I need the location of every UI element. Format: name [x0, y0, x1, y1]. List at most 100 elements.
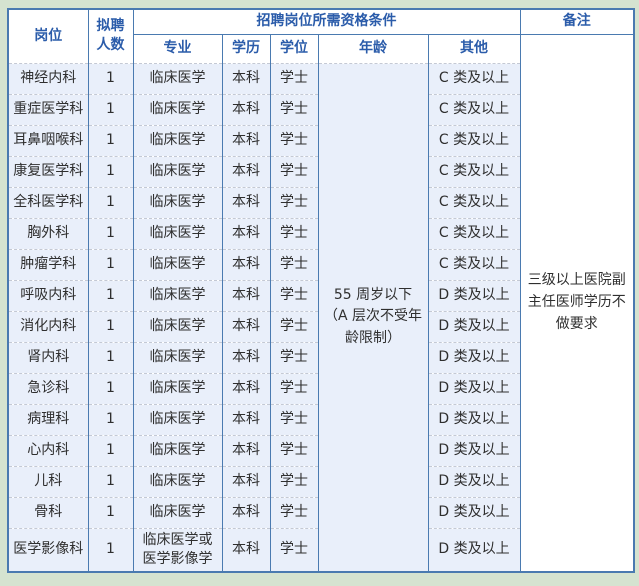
other-requirement-cell: C 类及以上	[427, 62, 521, 94]
table-row: 医学影像科 1 临床医学或医学影像学 本科 学士 D 类及以上	[7, 527, 634, 572]
major-cell: 临床医学	[132, 62, 223, 94]
table-row: 肾内科 1 临床医学 本科 学士 D 类及以上	[7, 341, 634, 373]
other-requirement-cell: C 类及以上	[427, 124, 521, 156]
major-cell: 临床医学	[132, 310, 223, 342]
other-requirement-cell: D 类及以上	[427, 465, 521, 497]
other-requirement-cell: D 类及以上	[427, 434, 521, 466]
headcount-cell: 1	[87, 310, 134, 342]
other-requirement-cell: D 类及以上	[427, 279, 521, 311]
other-requirement-cell: C 类及以上	[427, 93, 521, 125]
table-row: 呼吸内科 1 临床医学 本科 学士 D 类及以上	[7, 279, 634, 311]
major-cell: 临床医学	[132, 279, 223, 311]
other-requirement-cell: D 类及以上	[427, 310, 521, 342]
position-cell: 重症医学科	[7, 93, 89, 125]
degree-cell: 学士	[269, 434, 319, 466]
degree-cell: 学士	[269, 527, 319, 572]
education-cell: 本科	[221, 372, 271, 404]
degree-cell: 学士	[269, 217, 319, 249]
other-requirement-cell: D 类及以上	[427, 403, 521, 435]
headcount-cell: 1	[87, 217, 134, 249]
education-cell: 本科	[221, 155, 271, 187]
position-cell: 医学影像科	[7, 527, 89, 572]
col-header-position: 岗位	[7, 9, 89, 63]
major-cell: 临床医学	[132, 248, 223, 280]
education-cell: 本科	[221, 341, 271, 373]
position-cell: 急诊科	[7, 372, 89, 404]
degree-cell: 学士	[269, 62, 319, 94]
headcount-cell: 1	[87, 341, 134, 373]
recruitment-table: 岗位 拟聘人数 招聘岗位所需资格条件 备注 专业 学历 学位 年龄 其他 三级以…	[7, 8, 636, 573]
table-row: 心内科 1 临床医学 本科 学士 D 类及以上	[7, 434, 634, 466]
col-header-age: 年龄	[317, 34, 429, 63]
headcount-cell: 1	[87, 465, 134, 497]
position-cell: 肾内科	[7, 341, 89, 373]
headcount-cell: 1	[87, 93, 134, 125]
col-header-major: 专业	[132, 34, 223, 63]
table-row: 全科医学科 1 临床医学 本科 学士 C 类及以上	[7, 186, 634, 218]
degree-cell: 学士	[269, 93, 319, 125]
major-cell: 临床医学	[132, 124, 223, 156]
education-cell: 本科	[221, 434, 271, 466]
headcount-cell: 1	[87, 155, 134, 187]
position-cell: 康复医学科	[7, 155, 89, 187]
age-requirement-cell: 55 周岁以下（A 层次不受年龄限制）	[317, 62, 429, 572]
major-cell: 临床医学	[132, 465, 223, 497]
position-cell: 心内科	[7, 434, 89, 466]
degree-cell: 学士	[269, 186, 319, 218]
headcount-cell: 1	[87, 496, 134, 528]
other-requirement-cell: C 类及以上	[427, 217, 521, 249]
major-cell: 临床医学	[132, 434, 223, 466]
col-header-other: 其他	[427, 34, 521, 63]
major-cell: 临床医学	[132, 496, 223, 528]
degree-cell: 学士	[269, 279, 319, 311]
table-row: 神经内科 1 临床医学 本科 学士 55 周岁以下（A 层次不受年龄限制） C 类…	[7, 62, 634, 572]
other-requirement-cell: C 类及以上	[427, 248, 521, 280]
position-cell: 儿科	[7, 465, 89, 497]
major-cell: 临床医学	[132, 155, 223, 187]
major-cell: 临床医学	[132, 372, 223, 404]
degree-cell: 学士	[269, 465, 319, 497]
table-row: 肿瘤学科 1 临床医学 本科 学士 C 类及以上	[7, 248, 634, 280]
education-cell: 本科	[221, 124, 271, 156]
position-cell: 肿瘤学科	[7, 248, 89, 280]
position-cell: 骨科	[7, 496, 89, 528]
major-cell: 临床医学	[132, 217, 223, 249]
header-row-2: 专业 学历 学位 年龄 其他 三级以上医院副主任医师学历不做要求	[8, 33, 635, 572]
position-cell: 神经内科	[7, 62, 89, 94]
position-cell: 耳鼻咽喉科	[7, 124, 89, 156]
table-row: 儿科 1 临床医学 本科 学士 D 类及以上	[7, 465, 634, 497]
other-requirement-cell: C 类及以上	[427, 186, 521, 218]
remarks-note-cell: 三级以上医院副主任医师学历不做要求	[519, 33, 635, 572]
education-cell: 本科	[221, 403, 271, 435]
col-header-headcount: 拟聘人数	[87, 9, 134, 63]
major-cell: 临床医学或医学影像学	[132, 527, 223, 572]
table-row: 消化内科 1 临床医学 本科 学士 D 类及以上	[7, 310, 634, 342]
education-cell: 本科	[221, 186, 271, 218]
position-cell: 消化内科	[7, 310, 89, 342]
headcount-cell: 1	[87, 527, 134, 572]
other-requirement-cell: D 类及以上	[427, 496, 521, 528]
position-cell: 呼吸内科	[7, 279, 89, 311]
degree-cell: 学士	[269, 372, 319, 404]
position-cell: 病理科	[7, 403, 89, 435]
education-cell: 本科	[221, 217, 271, 249]
headcount-cell: 1	[87, 279, 134, 311]
header-row-1: 岗位 拟聘人数 招聘岗位所需资格条件 备注	[7, 9, 635, 63]
education-cell: 本科	[221, 62, 271, 94]
col-header-remarks: 备注	[519, 9, 635, 35]
education-cell: 本科	[221, 465, 271, 497]
other-requirement-cell: D 类及以上	[427, 341, 521, 373]
table-row: 病理科 1 临床医学 本科 学士 D 类及以上	[7, 403, 634, 435]
education-cell: 本科	[221, 496, 271, 528]
education-cell: 本科	[221, 310, 271, 342]
education-cell: 本科	[221, 248, 271, 280]
degree-cell: 学士	[269, 124, 319, 156]
major-cell: 临床医学	[132, 403, 223, 435]
degree-cell: 学士	[269, 496, 319, 528]
major-cell: 临床医学	[132, 93, 223, 125]
position-cell: 胸外科	[7, 217, 89, 249]
degree-cell: 学士	[269, 248, 319, 280]
table-row: 骨科 1 临床医学 本科 学士 D 类及以上	[7, 496, 634, 528]
headcount-cell: 1	[87, 248, 134, 280]
